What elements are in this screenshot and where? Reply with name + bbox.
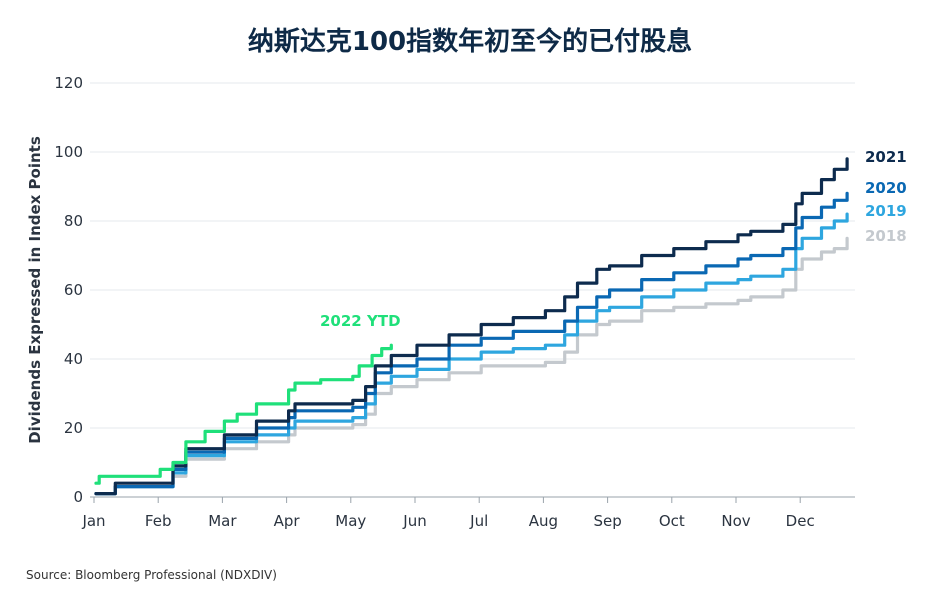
x-tick-label: Dec xyxy=(786,512,815,530)
series-label-2021: 2021 xyxy=(865,148,907,166)
x-tick-label: Feb xyxy=(145,512,172,530)
series-line-2021 xyxy=(94,157,849,496)
y-tick-label: 20 xyxy=(64,419,83,437)
y-axis-ticks: 0 20 40 60 80 100 120 xyxy=(54,74,83,506)
x-tick-label: Apr xyxy=(274,512,301,530)
y-tick-label: 0 xyxy=(73,488,83,506)
x-tick-label: Aug xyxy=(529,512,558,530)
x-tick-label: Jun xyxy=(402,512,426,530)
x-tick-label: Sep xyxy=(593,512,621,530)
x-tick-label: Oct xyxy=(659,512,685,530)
series-line-2022-ytd xyxy=(94,343,393,485)
series-lines xyxy=(94,157,849,496)
series-label-2019: 2019 xyxy=(865,202,907,220)
series-line-2018 xyxy=(94,236,849,496)
y-tick-label: 100 xyxy=(54,143,83,161)
series-label-2018: 2018 xyxy=(865,227,907,245)
y-axis-label: Dividends Expressed in Index Points xyxy=(26,136,44,444)
y-tick-label: 40 xyxy=(64,350,83,368)
x-tick-label: Mar xyxy=(208,512,237,530)
x-tick-label: Jul xyxy=(469,512,488,530)
y-tick-label: 60 xyxy=(64,281,83,299)
series-labels: 2018 2019 2020 2021 2022 YTD xyxy=(320,148,907,330)
y-tick-label: 80 xyxy=(64,212,83,230)
source-note: Source: Bloomberg Professional (NDXDIV) xyxy=(26,568,277,582)
series-label-2022-ytd: 2022 YTD xyxy=(320,312,401,330)
x-tick-label: May xyxy=(335,512,366,530)
x-axis-ticks: Jan Feb Mar Apr May Jun Jul Aug Sep Oct Nov Dec xyxy=(81,497,815,530)
x-tick-label: Jan xyxy=(81,512,105,530)
gridlines xyxy=(90,82,855,498)
y-tick-label: 120 xyxy=(54,74,83,92)
x-tick-label: Nov xyxy=(721,512,750,530)
series-label-2020: 2020 xyxy=(865,179,907,197)
chart-title: 纳斯达克100指数年初至今的已付股息 xyxy=(248,26,692,57)
